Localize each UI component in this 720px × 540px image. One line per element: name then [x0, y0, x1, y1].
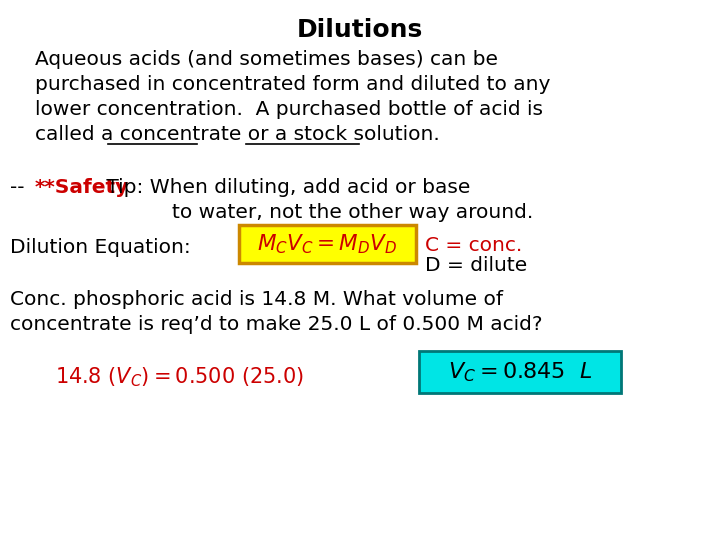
- Text: called a concentrate or a stock solution.: called a concentrate or a stock solution…: [35, 125, 440, 144]
- Text: concentrate is req’d to make 25.0 L of 0.500 M acid?: concentrate is req’d to make 25.0 L of 0…: [10, 315, 542, 334]
- FancyBboxPatch shape: [419, 351, 621, 393]
- Text: to water, not the other way around.: to water, not the other way around.: [172, 203, 534, 222]
- Text: lower concentration.  A purchased bottle of acid is: lower concentration. A purchased bottle …: [35, 100, 543, 119]
- Text: $M_CV_C = M_DV_D$: $M_CV_C = M_DV_D$: [258, 232, 397, 256]
- Text: D = dilute: D = dilute: [425, 256, 527, 275]
- Text: Dilutions: Dilutions: [297, 18, 423, 42]
- Text: $14.8\ (V_C) = 0.500\ (25.0)$: $14.8\ (V_C) = 0.500\ (25.0)$: [55, 365, 305, 389]
- Text: Tip: When diluting, add acid or base: Tip: When diluting, add acid or base: [100, 178, 471, 197]
- Text: purchased in concentrated form and diluted to any: purchased in concentrated form and dilut…: [35, 75, 550, 94]
- Text: --: --: [10, 178, 31, 197]
- Text: Aqueous acids (and sometimes bases) can be: Aqueous acids (and sometimes bases) can …: [35, 50, 498, 69]
- Text: Dilution Equation:: Dilution Equation:: [10, 238, 191, 257]
- FancyBboxPatch shape: [239, 225, 416, 263]
- Text: C = conc.: C = conc.: [425, 236, 522, 255]
- Text: $V_C = 0.845\ \ L$: $V_C = 0.845\ \ L$: [448, 360, 593, 384]
- Text: Conc. phosphoric acid is 14.8 M. What volume of: Conc. phosphoric acid is 14.8 M. What vo…: [10, 290, 503, 309]
- Text: **Safety: **Safety: [35, 178, 129, 197]
